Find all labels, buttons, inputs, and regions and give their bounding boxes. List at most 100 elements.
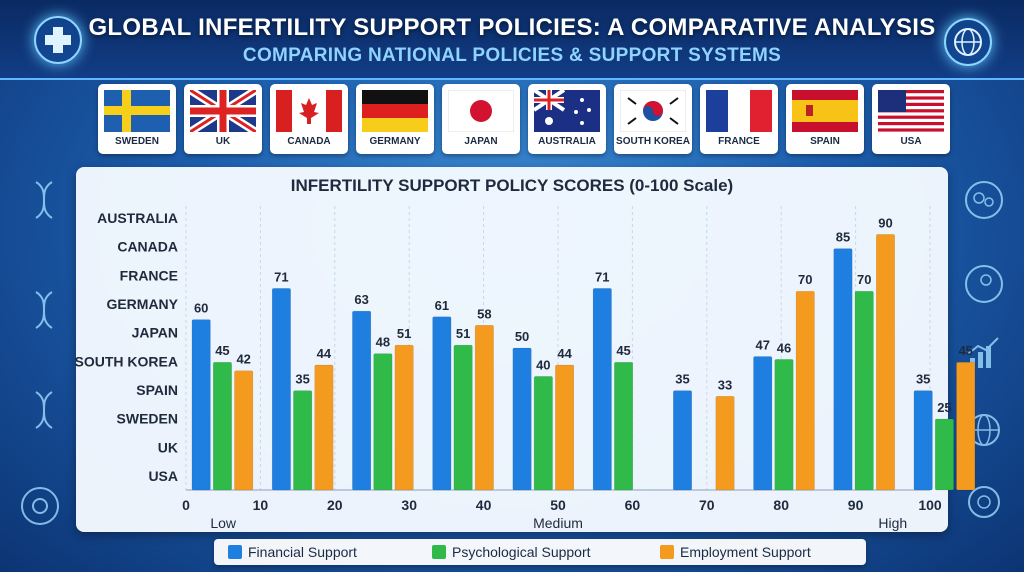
bar-value-label: 58 [477, 306, 491, 321]
bar-value-label: 45 [958, 343, 972, 358]
x-tick-label: 20 [327, 497, 343, 513]
bar-value-label: 25 [937, 400, 951, 415]
flag-label: FRANCE [718, 136, 760, 147]
header-band [0, 0, 1024, 80]
bar [453, 344, 473, 491]
bar [913, 390, 933, 491]
x-tick-label: 30 [401, 497, 417, 513]
legend-label: Financial Support [248, 544, 357, 560]
bar [512, 347, 532, 491]
medical-cross-icon [34, 16, 82, 64]
zone-label: Low [210, 515, 237, 531]
canada-flag-icon [276, 90, 342, 132]
bar-value-label: 47 [756, 338, 770, 353]
x-tick-label: 70 [699, 497, 715, 513]
bar [234, 370, 254, 491]
uk-flag-icon [190, 90, 256, 132]
bar [314, 364, 334, 491]
bar-value-label: 90 [878, 215, 892, 230]
bar-value-label: 35 [916, 372, 930, 387]
bar-value-label: 42 [236, 352, 250, 367]
bar-value-label: 71 [595, 269, 609, 284]
flag-card-usa: USA [872, 84, 950, 154]
bar [673, 390, 692, 491]
y-category-label: CANADA [117, 239, 178, 255]
bar [474, 325, 494, 491]
bar-value-label: 46 [777, 340, 791, 355]
bar [352, 310, 372, 491]
x-tick-label: 0 [182, 497, 190, 513]
zone-label: Medium [533, 515, 583, 531]
embryo-icon [964, 482, 1004, 526]
y-category-label: JAPAN [132, 325, 178, 341]
dna-icon [30, 390, 58, 434]
y-category-label: SOUTH KOREA [75, 353, 178, 369]
flag-label: SPAIN [810, 136, 840, 147]
bar [373, 353, 393, 491]
bar [432, 316, 452, 491]
y-category-label: USA [148, 468, 178, 484]
flag-label: CANADA [287, 136, 331, 147]
page-title: GLOBAL INFERTILITY SUPPORT POLICIES: A C… [88, 14, 936, 41]
y-category-label: GERMANY [106, 296, 178, 312]
flag-label: GERMANY [369, 136, 421, 147]
fetus-icon [962, 262, 1006, 310]
chart-legend: Financial Support Psychological Support … [214, 539, 866, 565]
flag-row: SWEDEN UK CANADA GERMANY JAPAN AUSTRALIA… [98, 84, 954, 156]
bar-value-label: 51 [397, 326, 411, 341]
flag-label: AUSTRALIA [538, 136, 596, 147]
bar-value-label: 50 [515, 329, 529, 344]
legend-swatch [660, 545, 674, 559]
bar [833, 248, 853, 491]
australia-flag-icon [534, 90, 600, 132]
dna-icon [30, 180, 58, 224]
bar-value-label: 44 [557, 346, 572, 361]
y-category-label: FRANCE [120, 267, 178, 283]
globe-icon [944, 18, 992, 66]
south-korea-flag-icon [620, 90, 686, 132]
flag-card-japan: JAPAN [442, 84, 520, 154]
bar-value-label: 48 [376, 335, 390, 350]
x-tick-label: 50 [550, 497, 566, 513]
zone-label: High [878, 515, 907, 531]
bar [854, 290, 874, 491]
bar-value-label: 45 [215, 343, 229, 358]
flag-card-canada: CANADA [270, 84, 348, 154]
bar [293, 390, 313, 491]
bar [876, 234, 895, 491]
x-tick-label: 90 [848, 497, 864, 513]
bar-value-label: 70 [798, 272, 812, 287]
bar [394, 344, 414, 491]
x-tick-label: 60 [625, 497, 641, 513]
flag-label: SWEDEN [115, 136, 159, 147]
japan-flag-icon [448, 90, 514, 132]
bar-value-label: 33 [718, 377, 732, 392]
cell-icon [962, 178, 1006, 226]
bar [956, 361, 976, 491]
flag-label: USA [900, 136, 922, 147]
spain-flag-icon [792, 90, 858, 132]
bar [191, 319, 211, 491]
bar-value-label: 70 [857, 272, 871, 287]
germany-flag-icon [362, 90, 428, 132]
flag-card-spain: SPAIN [786, 84, 864, 154]
bar-value-label: 71 [274, 269, 288, 284]
chart-title: INFERTILITY SUPPORT POLICY SCORES (0-100… [290, 176, 734, 195]
bar-value-label: 63 [354, 292, 368, 307]
bar-value-label: 44 [317, 346, 332, 361]
bar-value-label: 35 [295, 372, 309, 387]
bar [614, 361, 634, 491]
x-tick-label: 40 [476, 497, 492, 513]
bar [555, 364, 575, 491]
flag-label: JAPAN [464, 136, 498, 147]
bar-value-label: 61 [435, 298, 449, 313]
bar-value-label: 35 [675, 372, 689, 387]
flag-card-south-korea: SOUTH KOREA [614, 84, 692, 154]
x-tick-label: 100 [918, 497, 942, 513]
legend-label: Psychological Support [452, 544, 591, 560]
y-category-label: AUSTRALIA [97, 210, 178, 226]
bar [753, 356, 773, 491]
dna-icon [30, 290, 58, 334]
y-category-label: UK [158, 439, 178, 455]
